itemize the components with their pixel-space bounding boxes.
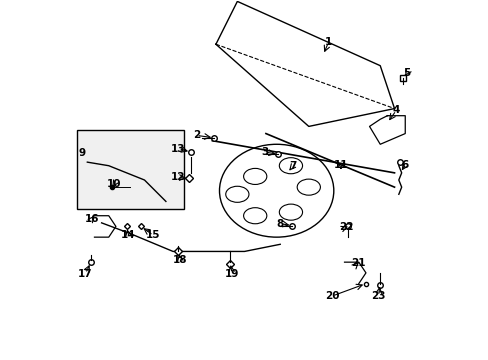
Text: 18: 18 [173, 255, 187, 265]
Text: 22: 22 [338, 222, 353, 232]
Bar [77, 130, 183, 208]
Text: 15: 15 [146, 230, 161, 240]
Text: 17: 17 [78, 269, 93, 279]
Text: 16: 16 [84, 214, 99, 224]
Text: 2: 2 [192, 130, 200, 140]
Text: 8: 8 [276, 219, 283, 229]
Text: 7: 7 [288, 161, 296, 171]
Text: 21: 21 [350, 258, 365, 268]
Text: 10: 10 [107, 179, 121, 189]
Text: 3: 3 [261, 147, 268, 157]
Text: 1: 1 [324, 37, 331, 48]
Text: 19: 19 [224, 269, 239, 279]
Text: 11: 11 [333, 160, 347, 170]
Text: 5: 5 [403, 68, 410, 78]
Text: 14: 14 [121, 230, 136, 240]
Text: 4: 4 [392, 105, 399, 115]
Text: 9: 9 [78, 148, 85, 158]
Text: 20: 20 [324, 291, 339, 301]
Text: 6: 6 [401, 160, 408, 170]
Text: 23: 23 [370, 291, 385, 301]
Text: 13: 13 [171, 144, 185, 154]
Text: 12: 12 [171, 172, 185, 183]
